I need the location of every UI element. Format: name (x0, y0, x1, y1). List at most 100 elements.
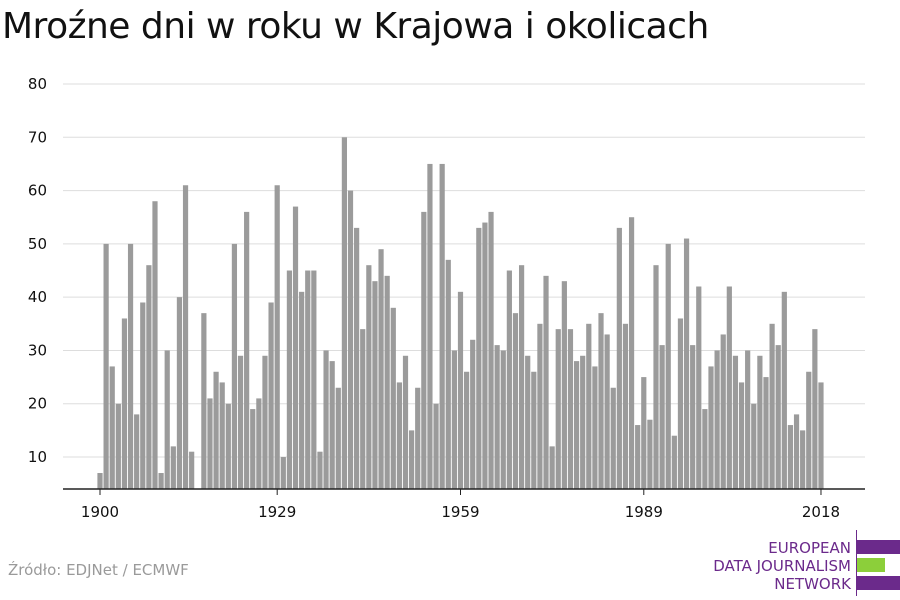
edjnet-logo[interactable]: EUROPEAN DATA JOURNALISM NETWORK (700, 530, 900, 600)
y-tick-label: 20 (28, 395, 47, 413)
bar (720, 334, 726, 489)
bar (256, 398, 262, 489)
chart-title: Mroźne dni w roku w Krajowa i okolicach (2, 6, 709, 47)
bar (335, 387, 341, 489)
bar (745, 350, 751, 489)
logo-text: EUROPEAN DATA JOURNALISM NETWORK (713, 539, 851, 593)
bar (775, 345, 781, 489)
bar (396, 382, 402, 489)
bar (696, 286, 702, 489)
bar (384, 275, 390, 489)
bar (457, 291, 464, 489)
y-tick-label: 80 (28, 75, 47, 93)
bar (714, 350, 720, 489)
bar (671, 435, 677, 489)
bar (690, 345, 696, 489)
bar (806, 371, 812, 489)
bar (628, 217, 635, 489)
bar (121, 318, 128, 489)
bar (573, 361, 580, 489)
bar (189, 451, 195, 489)
bar (537, 323, 543, 489)
bar (390, 307, 396, 489)
bar (127, 243, 134, 489)
bar (616, 227, 622, 489)
bar (793, 414, 800, 489)
bar (152, 201, 158, 489)
bar (763, 377, 769, 489)
bar (354, 227, 360, 489)
bar (231, 243, 238, 489)
bar (244, 211, 250, 490)
bar (543, 275, 549, 489)
logo-line-2: DATA JOURNALISM (713, 557, 851, 575)
bar (372, 281, 378, 489)
bar (286, 270, 293, 489)
bar (567, 329, 574, 489)
bar (305, 270, 311, 489)
bar (488, 211, 494, 490)
bar (360, 329, 366, 489)
bar (219, 382, 225, 489)
bar (604, 334, 610, 489)
bar (207, 398, 213, 489)
bar (378, 249, 384, 489)
bar (702, 409, 708, 489)
bar (518, 265, 525, 489)
y-tick-label: 60 (28, 182, 47, 200)
logo-bar-top (857, 540, 900, 554)
bar (268, 302, 274, 489)
bar (225, 403, 231, 489)
bar (769, 323, 775, 489)
source-note: Źródło: EDJNet / ECMWF (8, 561, 189, 579)
bar (176, 297, 183, 489)
bar (610, 387, 616, 489)
bar (757, 355, 763, 489)
bar (341, 137, 347, 489)
bar (329, 361, 335, 489)
bar (494, 345, 500, 489)
bar (164, 350, 170, 489)
bar (665, 243, 671, 489)
bar (635, 425, 641, 489)
x-tick-label: 2018 (802, 503, 840, 521)
bar (213, 371, 219, 489)
bar (751, 403, 757, 489)
bar (445, 259, 451, 489)
bar (683, 238, 690, 489)
y-tick-label: 70 (28, 128, 47, 146)
bar (433, 403, 439, 489)
x-tick-label: 1900 (81, 503, 119, 521)
bar (134, 414, 140, 489)
logo-bar-middle (857, 558, 885, 572)
bar (659, 345, 665, 489)
bar (708, 366, 714, 489)
bar (439, 163, 445, 489)
bar (738, 382, 745, 489)
bar (561, 281, 567, 489)
bar (451, 350, 457, 489)
bar (506, 270, 512, 489)
x-tick-label: 1929 (258, 503, 296, 521)
bar (476, 227, 482, 489)
bar (237, 355, 244, 489)
y-tick-label: 40 (28, 288, 47, 306)
bar (274, 185, 280, 489)
bar (170, 446, 176, 489)
bar (482, 222, 488, 490)
logo-line-1: EUROPEAN (768, 539, 851, 557)
bar (641, 377, 647, 489)
bar (280, 457, 286, 489)
bar (347, 190, 354, 489)
bar (299, 291, 305, 489)
logo-line-3: NETWORK (774, 575, 851, 593)
bar (146, 265, 152, 489)
bar (818, 382, 824, 489)
bar (115, 403, 121, 489)
bar (262, 355, 268, 489)
bar (647, 419, 653, 489)
bar (421, 211, 427, 490)
bar (409, 430, 415, 489)
bar (531, 371, 537, 489)
bar (97, 473, 103, 489)
